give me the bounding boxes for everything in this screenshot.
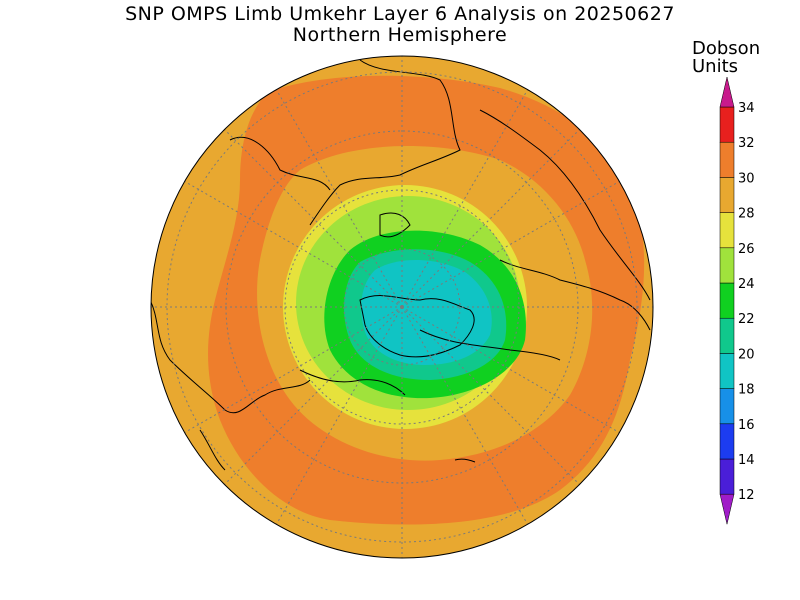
colorbar-tick-label: 14 [738, 453, 755, 468]
colorbar-box-12 [719, 458, 735, 495]
colorbar-tick-label: 28 [738, 207, 755, 222]
graticule [151, 56, 653, 558]
colorbar-tick-label: 30 [738, 171, 755, 186]
field-band-18 [361, 260, 492, 365]
map-subtitle: Northern Hemisphere [292, 24, 508, 46]
colorbar-box-32 [719, 106, 735, 143]
colorbar-under-arrow [719, 493, 735, 525]
colorbar-tick-label: 24 [738, 277, 755, 292]
units-line-2: Units [692, 56, 739, 77]
colorbar-box-26 [719, 212, 735, 249]
coastlines [151, 59, 651, 471]
colorbar-tick-label: 26 [738, 242, 755, 257]
colorbar-box-16 [719, 388, 735, 425]
colorbar: 12 14 16 18 20 22 24 26 28 30 32 34 [719, 76, 755, 525]
colorbar-tick-label: 34 [738, 101, 755, 116]
colorbar-tick-label: 32 [738, 136, 755, 151]
map-boundary [150, 55, 654, 559]
colorbar-box-30 [719, 141, 735, 178]
colorbar-tick-label: 22 [738, 312, 755, 327]
colorbar-box-24 [719, 247, 735, 284]
colorbar-box-20 [719, 317, 735, 354]
map-title: SNP OMPS Limb Umkehr Layer 6 Analysis on… [125, 3, 675, 25]
colorbar-tick-label: 12 [738, 488, 755, 503]
colorbar-box-22 [719, 282, 735, 319]
colorbar-over-arrow [719, 76, 735, 108]
colorbar-box-18 [719, 353, 735, 389]
colorbar-tick-label: 20 [738, 347, 755, 362]
polar-map [151, 56, 653, 558]
colorbar-tick-label: 18 [738, 383, 755, 398]
colorbar-tick-label: 16 [738, 418, 755, 433]
colorbar-box-28 [719, 177, 735, 213]
units-line-1: Dobson [692, 38, 761, 59]
colorbar-units-label: Dobson Units [692, 40, 760, 76]
colorbar-box-14 [719, 423, 735, 460]
